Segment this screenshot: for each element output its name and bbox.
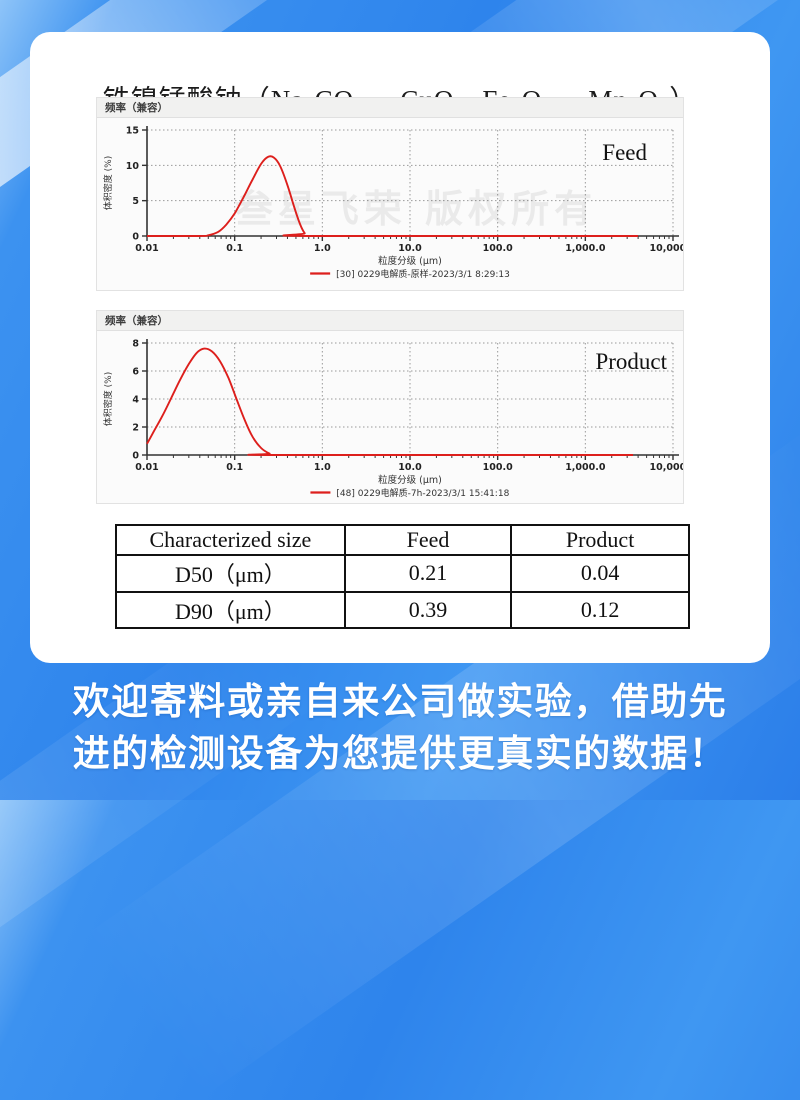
table-cell: D50（μm） <box>115 554 346 593</box>
chart-svg-1: 0 2 4 6 8 0.01 0.1 1.0 10.0 100.0 1,000.0 10,000.0 体… <box>102 339 683 500</box>
svg-text:2: 2 <box>132 423 139 434</box>
table-cell: D90（μm） <box>115 590 346 629</box>
banner-line-1: 欢迎寄料或亲自来公司做实验，借助先 <box>72 680 728 723</box>
table-header-cell: Characterized size <box>115 523 346 557</box>
svg-text:0: 0 <box>132 232 139 243</box>
svg-text:1.0: 1.0 <box>314 243 331 254</box>
chart-header-product: 频率（兼容） <box>97 311 683 331</box>
svg-text:100.0: 100.0 <box>483 462 513 473</box>
chart-panel-feed: 频率（兼容） 叁星飞荣 版权所有 0 5 10 15 0.01 0.1 1.0 10.0 100.… <box>96 97 684 291</box>
banner-line-2: 进的检测设备为您提供更真实的数据！ <box>72 732 728 775</box>
svg-text:体积密度 (%): 体积密度 (%) <box>102 372 114 426</box>
svg-text:1,000.0: 1,000.0 <box>565 462 606 473</box>
table-cell: 0.04 <box>510 554 690 593</box>
svg-text:0: 0 <box>132 451 139 462</box>
svg-text:0.01: 0.01 <box>135 243 158 254</box>
svg-text:10: 10 <box>126 161 140 172</box>
svg-text:0.01: 0.01 <box>135 462 158 473</box>
table-header-cell: Feed <box>343 523 513 557</box>
svg-text:6: 6 <box>132 367 139 378</box>
svg-text:4: 4 <box>132 395 139 406</box>
svg-text:10.0: 10.0 <box>398 243 422 254</box>
svg-text:[30] 0229电解质-原样-2023/3/1 8:29:: [30] 0229电解质-原样-2023/3/1 8:29:13 <box>336 268 510 280</box>
svg-text:[48] 0229电解质-7h-2023/3/1 15:41: [48] 0229电解质-7h-2023/3/1 15:41:18 <box>336 487 509 499</box>
svg-text:0.1: 0.1 <box>226 462 243 473</box>
table-header-cell: Product <box>510 523 690 557</box>
svg-text:粒度分级 (μm): 粒度分级 (μm) <box>378 474 442 486</box>
svg-text:10,000.0: 10,000.0 <box>650 243 683 254</box>
table-row: D90（μm） 0.39 0.12 <box>115 590 690 629</box>
svg-text:10,000.0: 10,000.0 <box>650 462 683 473</box>
svg-text:体积密度 (%): 体积密度 (%) <box>102 156 114 210</box>
svg-text:0.1: 0.1 <box>226 243 243 254</box>
svg-text:Product: Product <box>595 349 667 374</box>
table-cell: 0.21 <box>343 554 513 593</box>
chart-header-label: 频率（兼容） <box>105 102 168 114</box>
table-row: D50（μm） 0.21 0.04 <box>115 554 690 593</box>
chart-panel-product: 频率（兼容） 0 2 4 6 8 0.01 0.1 1.0 10.0 100.0 1,000.0 10… <box>96 310 684 504</box>
svg-text:15: 15 <box>126 126 139 137</box>
banner-text: 欢迎寄料或亲自来公司做实验，借助先 进的检测设备为您提供更真实的数据！ <box>0 676 800 780</box>
size-table: Characterized size Feed Product D50（μm） … <box>115 523 690 629</box>
table-cell: 0.12 <box>510 590 690 629</box>
table-header-row: Characterized size Feed Product <box>115 523 690 557</box>
svg-text:1.0: 1.0 <box>314 462 331 473</box>
table-cell: 0.39 <box>343 590 513 629</box>
chart-header-label: 频率（兼容） <box>105 315 168 327</box>
svg-text:粒度分级 (μm): 粒度分级 (μm) <box>378 255 442 267</box>
svg-text:1,000.0: 1,000.0 <box>565 243 606 254</box>
svg-text:8: 8 <box>132 339 139 350</box>
chart-header-feed: 频率（兼容） <box>97 98 683 118</box>
svg-text:5: 5 <box>132 196 139 207</box>
svg-text:Feed: Feed <box>602 140 647 165</box>
svg-text:10.0: 10.0 <box>398 462 422 473</box>
svg-text:100.0: 100.0 <box>483 243 513 254</box>
content-card: 铁镍锰酸钠（Na₂CO₃ ，CuO，Fe₂O₃ ，Mn₂O₃） 频率（兼容） 叁… <box>30 32 770 663</box>
